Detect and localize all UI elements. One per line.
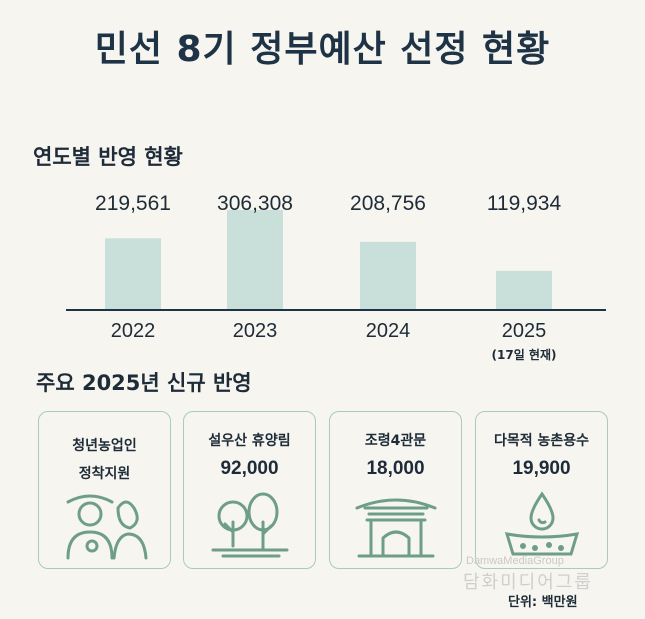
watermark-ko: 담화미디어그룹 xyxy=(463,572,593,593)
card-name: 조령4관문 xyxy=(364,433,427,449)
card-value: 18,000 xyxy=(366,458,425,479)
value-label-2023: 306,308 xyxy=(217,192,293,215)
card-joryeong-gate: 조령4관문 18,000 xyxy=(329,411,462,569)
card-forest-retreat: 설우산 휴양림 92,000 xyxy=(183,411,316,569)
bar-2023 xyxy=(227,210,283,310)
x-tick-2023: 2023 xyxy=(233,320,278,342)
bar-2022 xyxy=(105,238,161,310)
card-young-farmers: 청년농업인 정착지원 xyxy=(38,411,171,569)
watermark-en: DamwaMediaGroup xyxy=(466,555,564,567)
value-label-2022: 219,561 xyxy=(95,192,171,215)
gate-icon xyxy=(330,488,461,560)
card-name: 청년농업인 정착지원 xyxy=(72,438,137,482)
section-title-yearly: 연도별 반영 현황 xyxy=(33,145,183,169)
x-tick-note-2025: (17일 현재) xyxy=(492,347,557,362)
card-value: 19,900 xyxy=(512,458,571,479)
bar-2025 xyxy=(496,270,552,310)
card-name: 다목적 농촌용수 xyxy=(493,433,590,449)
x-tick-2025: 2025 xyxy=(502,320,547,342)
card-name: 설우산 휴양림 xyxy=(208,433,291,449)
card-value: 92,000 xyxy=(220,458,279,479)
project-cards: 청년농업인 정착지원 설우산 휴양림 92,000 xyxy=(38,411,612,571)
x-tick-2022: 2022 xyxy=(111,320,156,342)
page-title: 민선 8기 정부예산 선정 현황 xyxy=(94,29,551,70)
forest-icon xyxy=(184,488,315,560)
unit-label: 단위: 백만원 xyxy=(508,595,578,610)
value-label-2025: 119,934 xyxy=(487,192,562,215)
bar-2024 xyxy=(360,241,416,310)
yearly-bar-chart: 219,561 2022 306,308 2023 208,756 2024 119,934… xyxy=(66,192,606,362)
water-drop-icon xyxy=(476,488,607,560)
section-title-new-2025: 주요 2025년 신규 반영 xyxy=(36,371,252,395)
x-tick-2024: 2024 xyxy=(366,320,411,342)
card-rural-water: 다목적 농촌용수 19,900 xyxy=(475,411,608,569)
value-label-2024: 208,756 xyxy=(350,192,426,215)
farmers-icon xyxy=(39,488,170,560)
